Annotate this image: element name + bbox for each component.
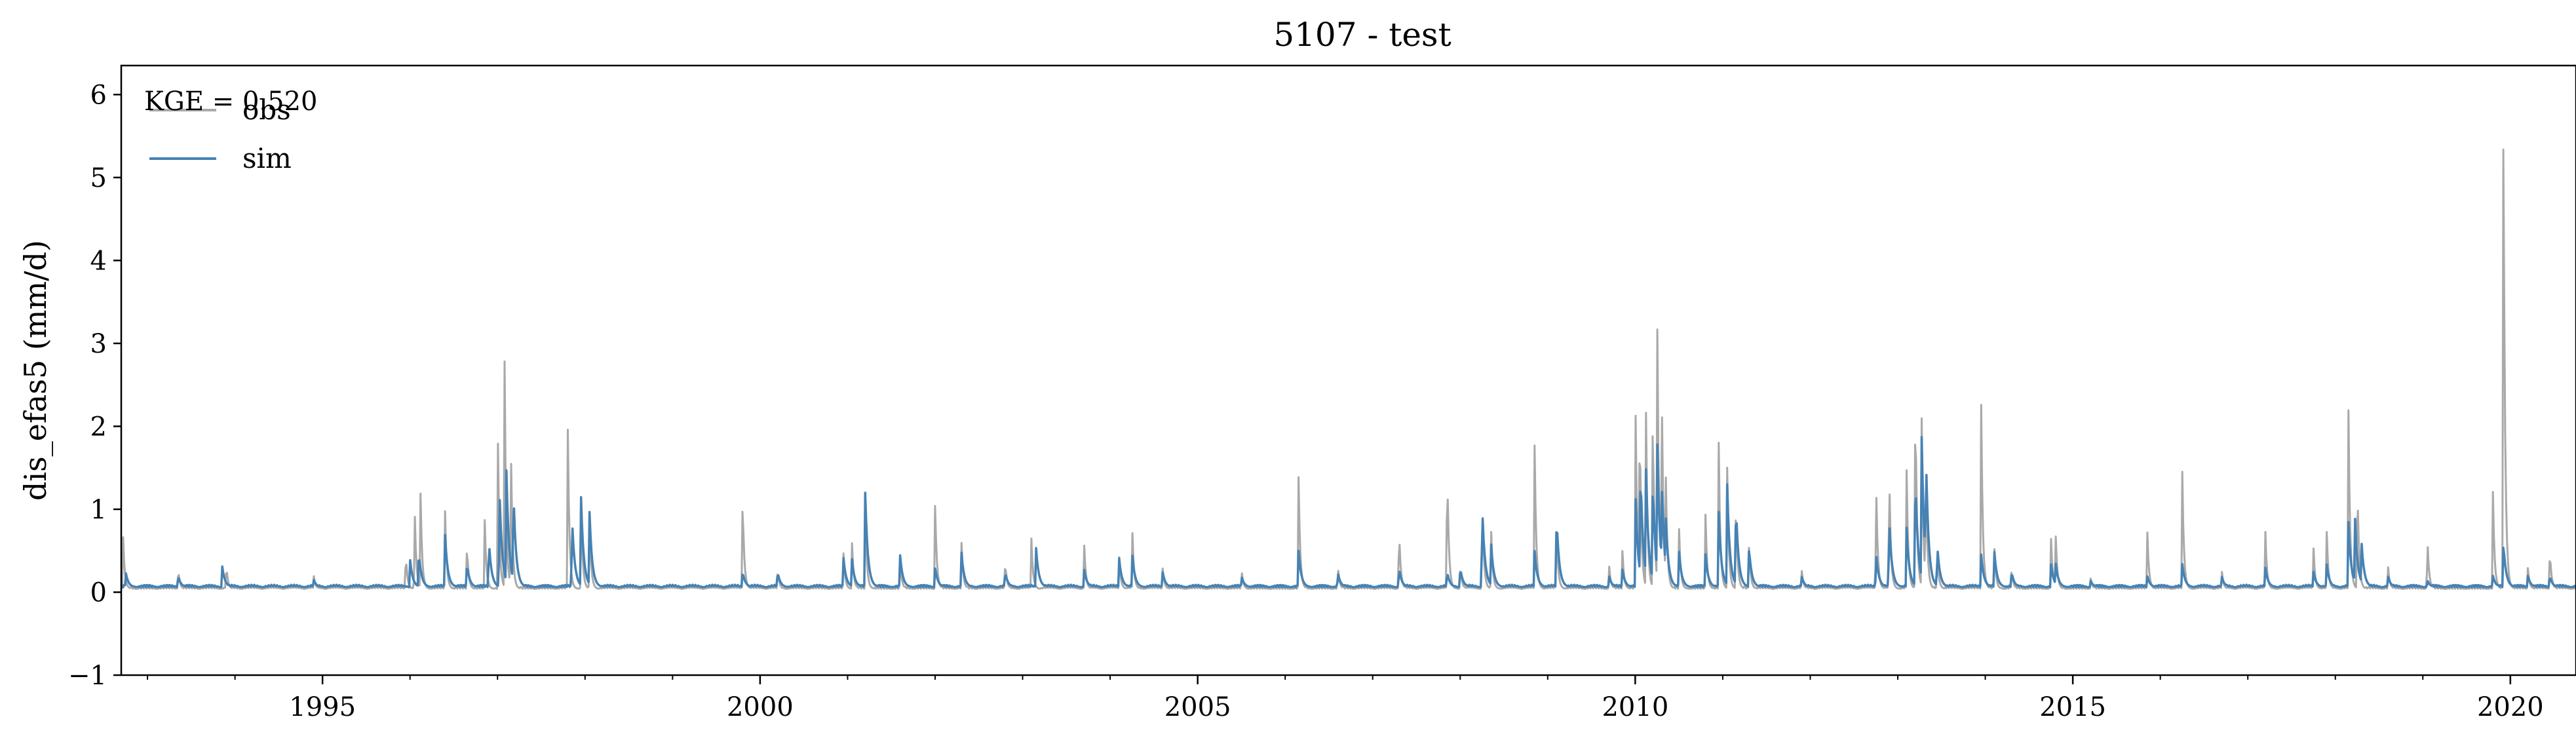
y-tick-label: 6 bbox=[90, 80, 107, 110]
legend-sim-label: sim bbox=[242, 142, 292, 174]
y-axis: −1 0 1 2 3 4 5 6 bbox=[68, 80, 121, 691]
obs-series-line bbox=[120, 148, 2576, 590]
x-tick-label: 2015 bbox=[2039, 692, 2106, 722]
y-axis-label: dis_efas5 (mm/d) bbox=[18, 240, 53, 501]
legend: obs sim bbox=[149, 94, 292, 174]
y-tick-label: −1 bbox=[68, 661, 107, 691]
x-tick-label: 2005 bbox=[1164, 692, 1231, 722]
y-tick-label: 2 bbox=[90, 412, 107, 442]
x-tick-label: 1995 bbox=[289, 692, 356, 722]
x-axis: 1995 2000 2005 2010 2015 2020 bbox=[147, 675, 2544, 722]
x-tick-label: 2010 bbox=[1602, 692, 1668, 722]
sim-series-line bbox=[121, 436, 2576, 589]
y-tick-label: 0 bbox=[90, 577, 107, 608]
x-tick-label: 2000 bbox=[727, 692, 794, 722]
kge-annotation: KGE = 0.520 bbox=[144, 87, 318, 117]
y-tick-label: 4 bbox=[90, 246, 107, 276]
chart-title: 5107 - test bbox=[1273, 16, 1451, 54]
series-layer bbox=[120, 148, 2576, 590]
legend-obs-label: obs bbox=[242, 94, 291, 126]
y-tick-label: 5 bbox=[90, 163, 107, 193]
y-tick-label: 1 bbox=[90, 495, 107, 525]
plot-frame bbox=[120, 64, 2576, 676]
y-tick-label: 3 bbox=[90, 329, 107, 359]
x-tick-label: 2020 bbox=[2477, 692, 2544, 722]
